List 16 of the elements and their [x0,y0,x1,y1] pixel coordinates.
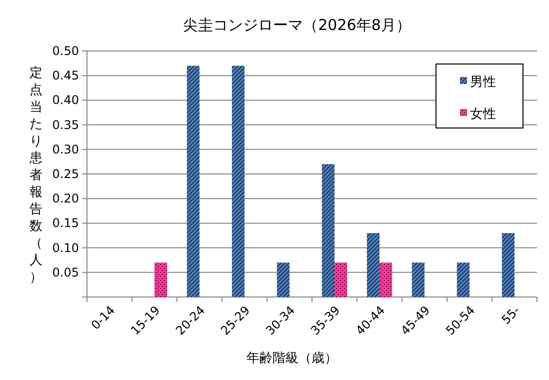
legend-label: 男性 [470,75,496,90]
ytick: 0.50 [52,44,79,58]
title: 尖圭コンジローマ（2026年8月） [183,16,411,34]
xtick: 55- [498,303,523,327]
ytick: 0.10 [52,240,79,255]
ytick: 0.15 [52,216,79,230]
ytick: 0.05 [52,265,79,280]
ytick: 0.40 [52,93,79,108]
ytick: 0.45 [52,68,79,83]
ytick: 0.20 [52,192,79,206]
legend-label: 女性 [470,107,496,122]
ytick: 0.35 [52,118,79,132]
xlabel: 年齢階級（歳） [246,351,338,366]
ytick: 0.30 [52,142,79,156]
ylabel: 定点当たり患者報告数（人） [30,66,42,285]
ytick: 0.25 [52,167,79,181]
